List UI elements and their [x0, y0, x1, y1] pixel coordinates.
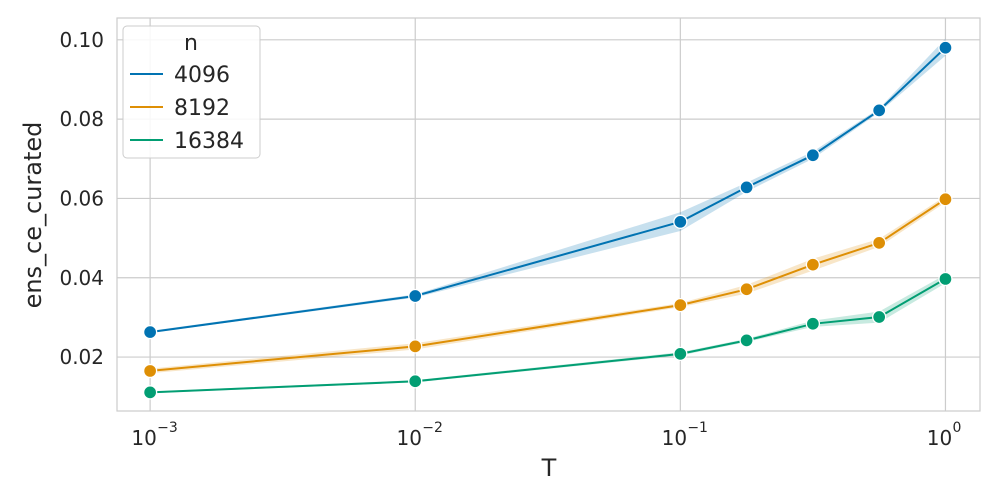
x-tick-exponent: 0 [952, 420, 961, 436]
x-tick-exponent: −3 [157, 420, 178, 436]
data-point-4096 [805, 148, 821, 163]
data-point-8192 [872, 235, 887, 251]
legend: n 4096 8192 16384 [122, 25, 261, 159]
data-point-16384 [673, 346, 688, 362]
grid [117, 18, 980, 411]
data-point-4096 [938, 40, 953, 55]
data-point-8192 [805, 257, 821, 272]
y-tick-label: 0.10 [59, 28, 104, 52]
x-tick-exponent: −1 [687, 420, 708, 436]
data-point-4096 [142, 324, 158, 340]
legend-title: n [184, 31, 198, 56]
legend-label-8192: 8192 [174, 96, 230, 121]
x-tick-label: 10 [397, 426, 422, 450]
data-point-8192 [673, 297, 688, 313]
data-point-16384 [872, 309, 887, 325]
y-tick-label: 0.08 [59, 107, 104, 131]
data-point-4096 [739, 180, 754, 195]
x-tick-label: 10 [927, 426, 952, 450]
data-point-4096 [872, 103, 887, 118]
legend-label-4096: 4096 [174, 63, 230, 88]
x-tick-label: 10 [131, 426, 156, 450]
x-tick-label: 10 [662, 426, 687, 450]
data-point-4096 [408, 288, 423, 304]
x-tick-exponent: −2 [422, 420, 443, 436]
data-point-8192 [938, 192, 953, 207]
data-point-16384 [408, 374, 423, 389]
y-tick-labels: 0.02 0.04 0.06 0.08 0.10 [59, 28, 104, 369]
x-tick-labels: 10 −3 10 −2 10 −1 10 0 [131, 420, 961, 450]
data-point-4096 [673, 214, 688, 229]
data-point-8192 [408, 339, 423, 354]
plot-background [117, 18, 980, 411]
y-axis-label: ens_ce_curated [19, 122, 47, 309]
data-point-16384 [739, 333, 754, 348]
data-point-16384 [938, 271, 953, 287]
legend-box [122, 25, 261, 159]
series-markers [142, 40, 953, 400]
data-point-8192 [739, 282, 754, 297]
data-point-8192 [142, 363, 158, 379]
data-point-16384 [142, 385, 158, 400]
y-tick-label: 0.02 [59, 345, 104, 369]
x-axis-label: T [541, 454, 557, 482]
y-tick-label: 0.04 [59, 266, 104, 290]
data-point-16384 [805, 316, 821, 331]
plot-frame [116, 17, 981, 412]
y-tick-label: 0.06 [59, 186, 104, 210]
legend-label-16384: 16384 [174, 129, 244, 154]
